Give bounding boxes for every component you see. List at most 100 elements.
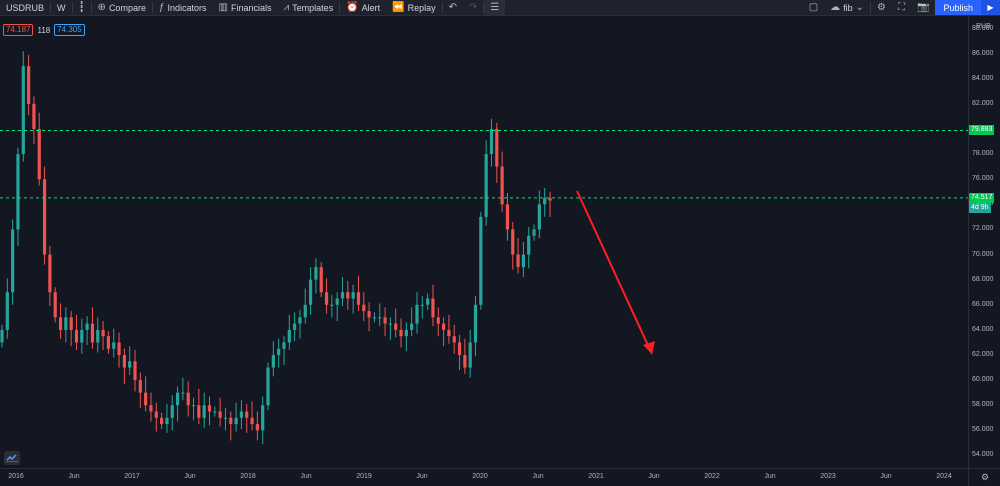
logo-icon [6, 454, 18, 462]
toolbar-separator [71, 2, 73, 13]
candle-body [282, 342, 286, 349]
symbol-label: USDRUB [6, 2, 45, 13]
time-tick-label: Jun [300, 473, 312, 480]
candle-body [431, 298, 435, 318]
candle-body [468, 342, 472, 368]
candle-body [58, 317, 63, 330]
candle-body [303, 304, 307, 318]
scale-settings-button[interactable]: ⚙ [968, 468, 1000, 486]
financials-button[interactable]: ▥ Financials [213, 0, 278, 15]
alert-button[interactable]: ⏰ Alert [340, 0, 386, 15]
price-tick-label: 60.000 [972, 376, 994, 384]
horizontal-levels [0, 129, 968, 199]
cloud-icon: ☁ [830, 1, 841, 13]
price-tick-label: 86.000 [972, 49, 994, 57]
candle-body [16, 154, 20, 230]
ask-price[interactable]: 74.305 [54, 24, 85, 36]
redo-button[interactable]: ↷ [463, 0, 483, 15]
layout-name-button[interactable]: ☁ fib ⌄ [824, 0, 870, 15]
candle-body [394, 323, 398, 330]
candle-body [207, 405, 212, 412]
time-scale[interactable]: 2016 Jun 2017 Jun 2018 Jun 2019 Jun 2020 Jun 2021 J… [0, 468, 968, 486]
snapshot-button[interactable]: 📷 [911, 0, 935, 15]
list-icon: ☰ [490, 1, 500, 13]
candle-body [96, 329, 100, 343]
publish-button[interactable]: Publish [935, 0, 981, 15]
candle-body [0, 329, 4, 343]
tradingview-logo[interactable] [4, 451, 20, 465]
layout-select-button[interactable]: ▢ [803, 0, 824, 15]
candle-body [112, 342, 116, 349]
spread-value: 118 [37, 25, 51, 35]
price-tick-label: 66.000 [972, 300, 994, 308]
candle-body [346, 292, 350, 299]
price-tick-label: 76.000 [972, 175, 994, 183]
candle-body [202, 405, 206, 418]
time-tick-label: Jun [184, 473, 196, 480]
candle-body [362, 304, 366, 312]
candle-body [186, 392, 190, 406]
candle-body [495, 129, 499, 167]
camera-icon: 📷 [917, 1, 930, 13]
price-tick-label: 58.000 [972, 401, 994, 409]
candle-body [181, 392, 185, 394]
candle-body [218, 411, 222, 418]
candle-body [521, 254, 525, 268]
price-chart[interactable] [0, 16, 968, 468]
candle-body [74, 329, 79, 343]
replay-button[interactable]: ⏪ Replay [386, 0, 441, 15]
candle-body [80, 329, 84, 343]
time-tick-label: Jun [416, 473, 428, 480]
interval-button[interactable]: W [51, 0, 72, 15]
compare-button[interactable]: ⊕ Compare [92, 0, 152, 15]
time-tick-label: 2016 [8, 473, 24, 480]
bid-price[interactable]: 74.187 [3, 24, 34, 36]
indicators-button[interactable]: ƒ Indicators [153, 0, 213, 15]
candle-body [372, 317, 377, 319]
bar-style-button[interactable]: ┇ [73, 0, 91, 15]
alert-label: Alert [361, 2, 381, 13]
templates-button[interactable]: ⩘ Templates [278, 0, 340, 15]
candle-body [11, 229, 15, 293]
financials-icon: ▥ [218, 1, 228, 13]
price-tick-label: 56.000 [972, 426, 994, 434]
candle-body [277, 348, 281, 355]
candle-body [85, 323, 89, 330]
candle-body [27, 66, 31, 104]
candle-body [463, 355, 467, 368]
undo-button[interactable]: ↶ [443, 0, 463, 15]
candle-body [197, 405, 201, 418]
candle-body [64, 317, 68, 330]
symbol-search-button[interactable]: USDRUB [0, 0, 50, 15]
candle-body [250, 417, 254, 425]
candle-body [383, 317, 387, 324]
settings-button[interactable]: ⚙ [871, 0, 892, 15]
redo-icon: ↷ [469, 1, 478, 13]
trend-arrow-drawing [576, 190, 655, 355]
candle-body [266, 367, 270, 406]
fullscreen-button[interactable]: ⛶ [892, 0, 911, 15]
candle-body [479, 216, 483, 305]
candle-body [255, 424, 259, 431]
candle-body [229, 417, 233, 425]
price-scale[interactable]: RUB 88.00086.00084.00082.00080.00078.000… [968, 16, 1000, 468]
quote-legend: 74.187 118 74.305 [3, 24, 85, 36]
candle-body [239, 411, 244, 418]
replay-label: Replay [407, 2, 436, 13]
candle-body [106, 336, 111, 349]
publish-video-button[interactable]: ▶ [981, 0, 1000, 15]
candle-body [335, 298, 339, 305]
candle-body [367, 311, 371, 318]
candle-body [69, 317, 73, 330]
candle-body [527, 235, 531, 255]
candle-body [53, 292, 57, 318]
candle-body [452, 336, 456, 343]
time-tick-label: 2019 [356, 473, 372, 480]
candle-body [160, 417, 164, 425]
time-tick-label: Jun [880, 473, 892, 480]
currency-label: RUB [976, 23, 991, 30]
object-tree-button[interactable]: ☰ [484, 0, 506, 15]
candle-body [298, 317, 302, 324]
candle-body [314, 267, 318, 280]
candle-body [175, 392, 180, 406]
